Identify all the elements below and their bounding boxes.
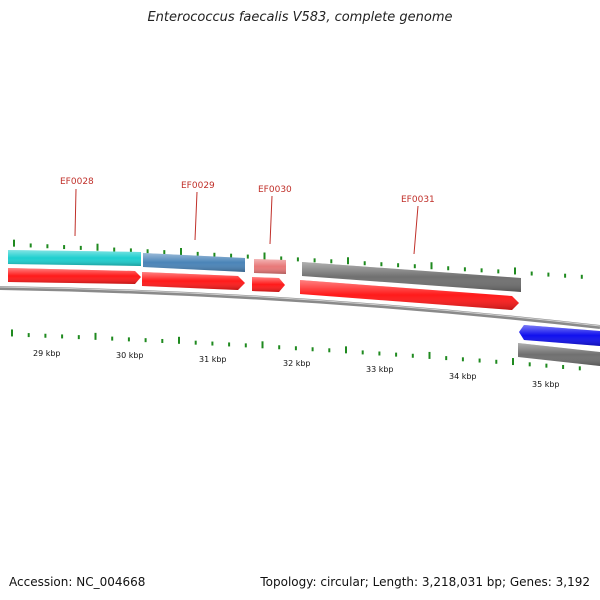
cds-arrows <box>8 268 519 310</box>
tick-row-bottom <box>11 329 581 371</box>
next-gene-grey-shade <box>518 343 600 366</box>
ef0028-gene-shade <box>8 250 141 266</box>
kbp-label-35: 35 kbp <box>532 380 560 389</box>
tick-row-top <box>13 239 583 279</box>
gene-label-ef0028[interactable]: EF0028 <box>60 177 94 187</box>
gene-label-lines <box>74 188 419 255</box>
kbp-label-33: 33 kbp <box>366 365 394 374</box>
kbp-label-31: 31 kbp <box>199 355 227 364</box>
kbp-label-29: 29 kbp <box>33 349 61 358</box>
cds-arrow-ef0028-shade <box>8 268 141 284</box>
gene-label-ef0031[interactable]: EF0031 <box>401 195 435 205</box>
gene-label-ef0029[interactable]: EF0029 <box>181 181 215 191</box>
kbp-label-30: 30 kbp <box>116 351 144 360</box>
cds-arrow-ef0031-shade <box>300 280 519 310</box>
label-line-ef0028 <box>74 188 77 237</box>
genome-title: Enterococcus faecalis V583, complete gen… <box>147 10 453 25</box>
accession-text: Accession: NC_004668 <box>9 575 146 589</box>
genome-backbone <box>0 286 600 329</box>
ef0030-gene-shade <box>254 259 286 274</box>
label-line-ef0031 <box>413 205 419 255</box>
gene-label-ef0030[interactable]: EF0030 <box>258 185 292 195</box>
genome-backbone-highlight <box>0 286 600 327</box>
cds-arrow-ef0030-shade <box>252 277 285 292</box>
label-line-ef0030 <box>269 195 273 245</box>
genome-summary-text: Topology: circular; Length: 3,218,031 bp… <box>260 575 590 589</box>
label-line-ef0029 <box>194 191 198 241</box>
ef0029-gene-shade <box>143 253 245 272</box>
ef0031-gene-shade <box>302 262 521 292</box>
kbp-label-34: 34 kbp <box>449 372 477 381</box>
cds-arrow-ef0029-shade <box>142 272 245 290</box>
next-gene-blue-shade <box>519 325 600 346</box>
kbp-label-32: 32 kbp <box>283 359 311 368</box>
